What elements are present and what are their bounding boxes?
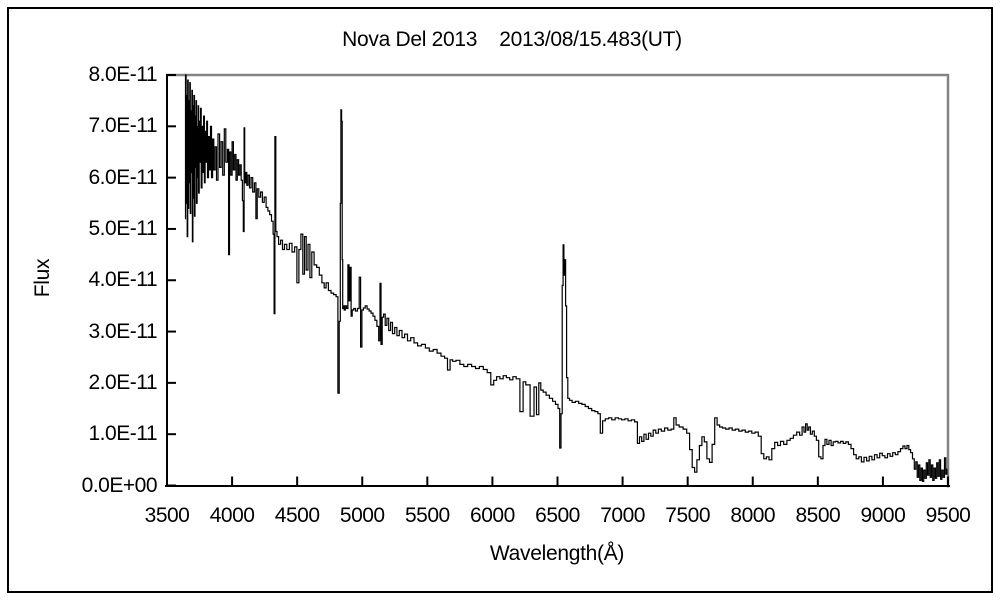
- y-tick-label: 5.0E-11: [88, 216, 158, 240]
- x-tick-label: 4000: [209, 504, 255, 527]
- spectrum-line: [184, 74, 948, 482]
- x-tick-label: 9500: [925, 504, 971, 527]
- x-tick-label: 4500: [274, 504, 320, 527]
- x-tick-label: 9000: [860, 504, 906, 527]
- x-tick-label: 7000: [600, 504, 645, 527]
- x-tick-label: 7500: [665, 504, 711, 527]
- y-tick-label: 2.0E-11: [88, 370, 158, 394]
- x-axis-title: Wavelength(Å): [489, 542, 625, 565]
- y-tick-label: 0.0E+00: [81, 473, 158, 497]
- x-tick-label: 3500: [144, 504, 190, 527]
- y-tick-label: 6.0E-11: [88, 165, 158, 189]
- y-tick-label: 8.0E-11: [88, 63, 158, 86]
- x-tick-label: 5000: [339, 504, 385, 527]
- image-border: [7, 7, 993, 593]
- chart-title: Nova Del 2013 2013/08/15.483(UT): [342, 28, 682, 51]
- x-tick-label: 8500: [795, 504, 841, 527]
- y-tick-label: 1.0E-11: [88, 422, 158, 446]
- y-tick-label: 7.0E-11: [88, 114, 158, 138]
- x-tick-label: 5500: [404, 504, 450, 527]
- x-tick-label: 8000: [730, 504, 776, 527]
- x-tick-label: 6500: [535, 504, 580, 527]
- x-tick-label: 6000: [470, 504, 515, 527]
- y-tick-label: 4.0E-11: [88, 268, 158, 292]
- y-tick-label: 3.0E-11: [88, 319, 158, 343]
